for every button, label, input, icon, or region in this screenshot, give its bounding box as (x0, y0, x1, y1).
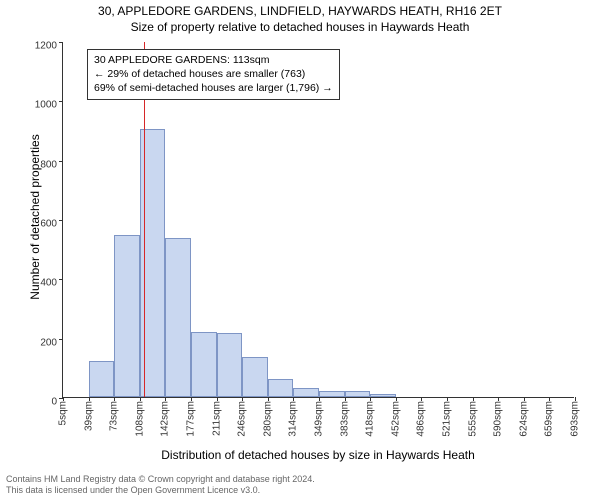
histogram-bar (268, 379, 294, 397)
histogram-bar (345, 391, 371, 397)
x-tick-label: 555sqm (467, 397, 478, 437)
x-tick-label: 246sqm (237, 397, 248, 437)
chart-title-sub: Size of property relative to detached ho… (0, 20, 600, 36)
x-tick-label: 659sqm (544, 397, 555, 437)
histogram-bar (89, 361, 115, 397)
x-tick-label: 521sqm (442, 397, 453, 437)
y-axis-label: Number of detached properties (28, 117, 42, 317)
footer-attribution: Contains HM Land Registry data © Crown c… (6, 474, 315, 496)
x-tick-label: 177sqm (186, 397, 197, 437)
x-tick-label: 383sqm (339, 397, 350, 437)
x-tick-label: 108sqm (134, 397, 145, 437)
histogram-bar (242, 357, 268, 397)
info-line3: 69% of semi-detached houses are larger (… (94, 81, 333, 95)
x-tick-label: 142sqm (160, 397, 171, 437)
x-tick-label: 486sqm (416, 397, 427, 437)
x-tick-label: 280sqm (262, 397, 273, 437)
y-tick-mark (59, 42, 63, 43)
chart-title-main: 30, APPLEDORE GARDENS, LINDFIELD, HAYWAR… (0, 0, 600, 20)
x-tick-label: 211sqm (211, 397, 222, 436)
y-tick-mark (59, 339, 63, 340)
x-tick-label: 590sqm (493, 397, 504, 437)
histogram-bar (114, 235, 140, 397)
histogram-bar (319, 391, 345, 397)
y-tick-mark (59, 101, 63, 102)
histogram-bar (293, 388, 319, 397)
info-box: 30 APPLEDORE GARDENS: 113sqm← 29% of det… (87, 49, 340, 100)
x-axis-label: Distribution of detached houses by size … (62, 448, 574, 462)
x-tick-label: 624sqm (518, 397, 529, 437)
x-tick-label: 73sqm (109, 397, 120, 431)
y-tick-mark (59, 161, 63, 162)
x-tick-label: 452sqm (390, 397, 401, 437)
x-tick-label: 5sqm (58, 397, 69, 425)
histogram-bar (191, 332, 217, 397)
y-tick-mark (59, 279, 63, 280)
plot-area: 0200400600800100012005sqm39sqm73sqm108sq… (62, 42, 574, 398)
y-tick-mark (59, 220, 63, 221)
histogram-bar (165, 238, 191, 397)
x-tick-label: 349sqm (314, 397, 325, 437)
footer-line1: Contains HM Land Registry data © Crown c… (6, 474, 315, 485)
info-line2: ← 29% of detached houses are smaller (76… (94, 67, 333, 81)
histogram-bar (370, 394, 396, 397)
x-tick-label: 693sqm (570, 397, 581, 437)
x-tick-label: 39sqm (83, 397, 94, 431)
footer-line2: This data is licensed under the Open Gov… (6, 485, 315, 496)
x-tick-label: 314sqm (288, 397, 299, 437)
info-line1: 30 APPLEDORE GARDENS: 113sqm (94, 53, 333, 67)
histogram-bar (217, 333, 243, 397)
x-tick-label: 418sqm (365, 397, 376, 437)
